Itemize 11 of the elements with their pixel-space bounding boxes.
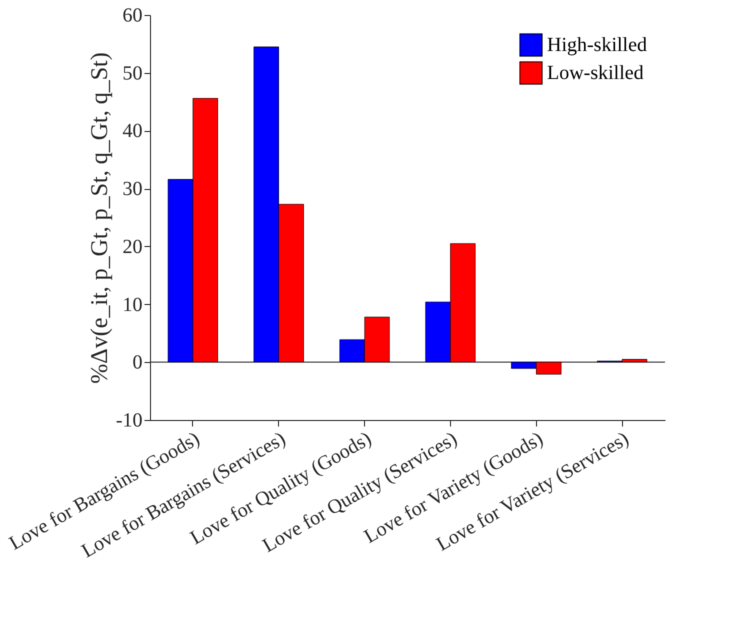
y-tick-label: -10 xyxy=(116,410,142,432)
y-tick-label: 30 xyxy=(122,178,142,200)
legend-label: Low-skilled xyxy=(547,62,644,84)
y-tick-label: 60 xyxy=(122,4,142,26)
y-tick-label: 20 xyxy=(122,236,142,258)
y-tick-label: 40 xyxy=(122,120,142,142)
y-tick-label: 0 xyxy=(132,352,142,374)
y-axis-title: %Δv(e_it, p_Gt, p_St, q_Gt, q_St) xyxy=(86,52,113,384)
legend-label: High-skilled xyxy=(547,34,647,56)
y-tick-label: 50 xyxy=(122,62,142,84)
y-tick-label: 10 xyxy=(122,294,142,316)
